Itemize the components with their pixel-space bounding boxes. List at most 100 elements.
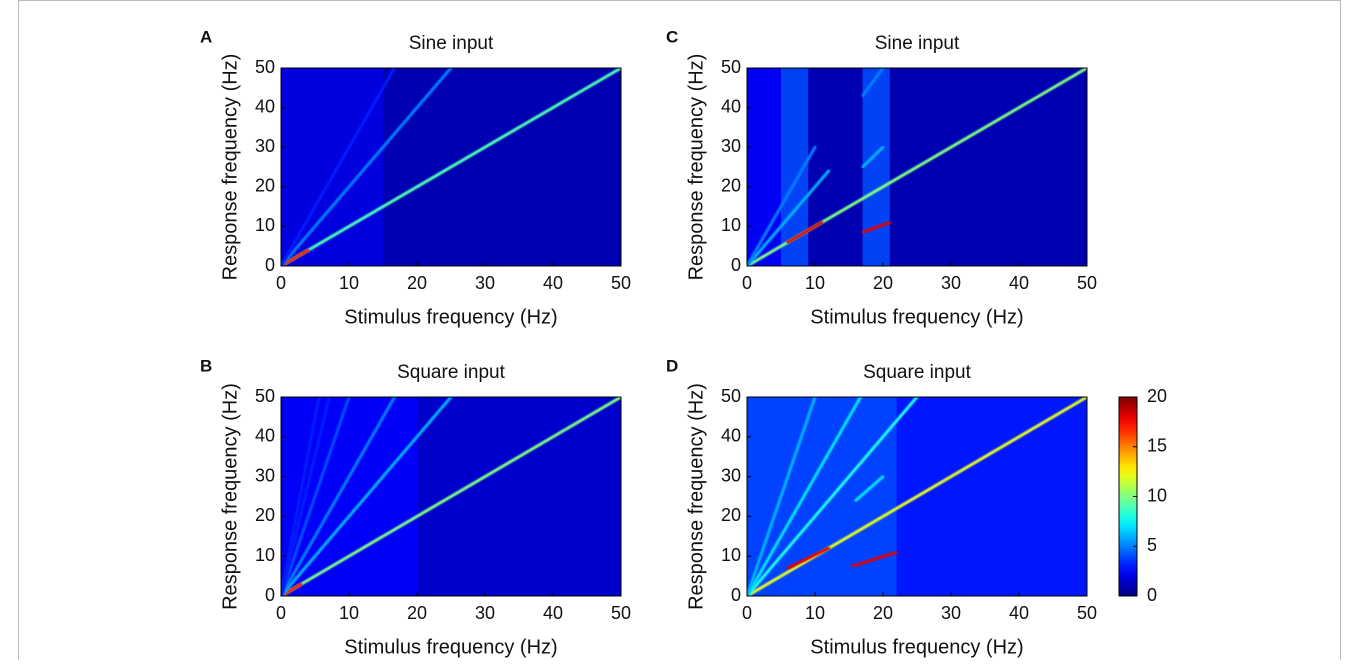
y-tick-label: 30 [721, 465, 741, 485]
y-tick-label: 20 [721, 505, 741, 525]
plot-area [281, 68, 621, 266]
ridge [281, 397, 397, 596]
y-axis-label: Response frequency (Hz) [685, 54, 707, 281]
panel-title: Square input [397, 362, 505, 383]
ridge [281, 68, 621, 266]
heatmap-band [862, 68, 890, 266]
x-axis-label: Stimulus frequency (Hz) [810, 306, 1023, 328]
y-axis-label: Response frequency (Hz) [685, 383, 707, 610]
y-tick-label: 40 [255, 96, 275, 116]
ridge [850, 550, 899, 568]
y-tick-label: 10 [721, 545, 741, 565]
ridge [281, 397, 351, 596]
x-tick-label: 0 [276, 273, 286, 293]
x-tick-label: 30 [941, 603, 961, 623]
panel-title: Sine input [875, 33, 960, 54]
ridge [861, 145, 885, 169]
x-tick-label: 30 [475, 273, 495, 293]
x-tick-label: 20 [873, 603, 893, 623]
x-tick-label: 50 [611, 603, 631, 623]
panel-title: Square input [863, 362, 971, 383]
ridge [747, 397, 863, 596]
y-tick-label: 10 [721, 215, 741, 235]
y-tick-label: 50 [721, 57, 741, 77]
y-tick-label: 0 [265, 255, 275, 275]
plot-area [747, 397, 1087, 596]
ridge [281, 397, 331, 596]
y-tick-label: 0 [265, 585, 275, 605]
ridge [747, 145, 817, 266]
plot-area [747, 68, 1087, 266]
plot-area [281, 397, 621, 596]
ridge [281, 68, 453, 266]
x-tick-label: 20 [407, 273, 427, 293]
ridge [854, 475, 885, 502]
ridge [281, 397, 321, 596]
axes-box [280, 396, 622, 597]
y-tick-label: 20 [255, 176, 275, 196]
ridge [861, 220, 892, 234]
colorbar-tick-label: 5 [1147, 535, 1157, 555]
panel-letter: A [200, 27, 212, 46]
x-tick-label: 10 [805, 273, 825, 293]
x-tick-label: 10 [339, 603, 359, 623]
ridge [281, 248, 310, 266]
y-tick-label: 50 [255, 386, 275, 406]
x-tick-label: 30 [941, 273, 961, 293]
ridge [281, 397, 621, 596]
ridge [747, 397, 1087, 596]
ridge [281, 68, 397, 266]
x-tick-label: 40 [543, 603, 563, 623]
x-tick-label: 50 [1077, 603, 1097, 623]
x-tick-label: 40 [1009, 273, 1029, 293]
y-tick-label: 10 [255, 545, 275, 565]
y-tick-label: 0 [731, 255, 741, 275]
colorbar-tick-label: 0 [1147, 585, 1157, 605]
x-tick-label: 10 [339, 273, 359, 293]
y-tick-label: 30 [721, 136, 741, 156]
heatmap-band [747, 397, 897, 596]
x-axis-label: Stimulus frequency (Hz) [344, 306, 557, 328]
y-tick-label: 50 [721, 386, 741, 406]
x-tick-label: 40 [543, 273, 563, 293]
ridge [747, 397, 919, 596]
y-tick-label: 20 [721, 176, 741, 196]
x-tick-label: 50 [611, 273, 631, 293]
x-tick-label: 40 [1009, 603, 1029, 623]
ridge [786, 220, 824, 244]
x-axis-label: Stimulus frequency (Hz) [810, 636, 1023, 658]
y-tick-label: 40 [721, 96, 741, 116]
ridge [281, 397, 453, 596]
x-tick-label: 30 [475, 603, 495, 623]
x-tick-label: 0 [742, 603, 752, 623]
x-axis-label: Stimulus frequency (Hz) [344, 636, 557, 658]
y-tick-label: 30 [255, 136, 275, 156]
panel-letter: D [666, 356, 678, 375]
ridge [747, 397, 817, 596]
y-tick-label: 10 [255, 215, 275, 235]
y-tick-label: 40 [255, 426, 275, 446]
y-tick-label: 0 [731, 585, 741, 605]
y-tick-label: 30 [255, 465, 275, 485]
axes-box [746, 396, 1088, 597]
x-tick-label: 50 [1077, 273, 1097, 293]
frame [18, 0, 1341, 665]
colorbar-tick-label: 10 [1147, 485, 1167, 505]
x-tick-label: 0 [742, 273, 752, 293]
x-tick-label: 0 [276, 603, 286, 623]
panel-title: Sine input [409, 33, 494, 54]
ridge [861, 68, 885, 98]
ridge [747, 169, 831, 266]
x-tick-label: 20 [407, 603, 427, 623]
colorbar-tick-label: 20 [1147, 386, 1167, 406]
heatmap-band [896, 397, 1087, 596]
axes-box [280, 67, 622, 267]
y-tick-label: 50 [255, 57, 275, 77]
colorbar-tick-label: 15 [1147, 436, 1167, 456]
x-tick-label: 20 [873, 273, 893, 293]
y-axis-label: Response frequency (Hz) [219, 54, 241, 281]
y-axis-label: Response frequency (Hz) [219, 383, 241, 610]
panel-letter: C [666, 27, 678, 46]
x-tick-label: 10 [805, 603, 825, 623]
